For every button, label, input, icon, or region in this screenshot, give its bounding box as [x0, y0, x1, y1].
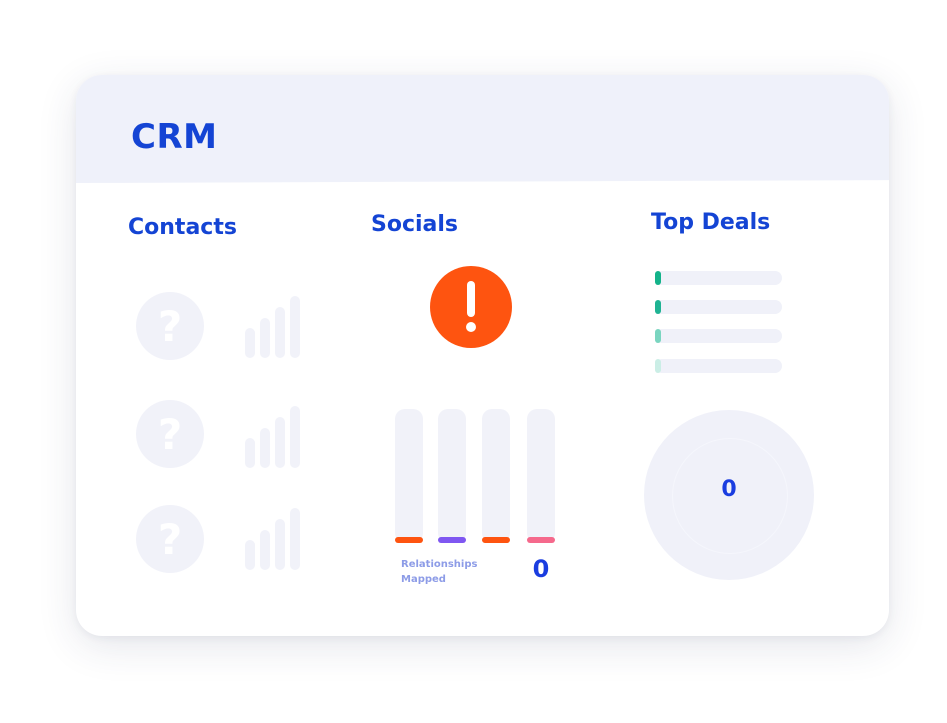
deals-donut-chart: 0 — [644, 410, 814, 580]
app-title: CRM — [131, 117, 218, 157]
deal-progress-fill — [655, 271, 661, 285]
deal-row[interactable] — [655, 329, 782, 343]
contact-avatar-placeholder[interactable]: ? — [136, 400, 204, 468]
deal-row[interactable] — [655, 300, 782, 314]
social-bar — [482, 409, 510, 543]
deal-progress-fill — [655, 359, 661, 373]
contacts-title: Contacts — [128, 215, 237, 240]
deal-row[interactable] — [655, 271, 782, 285]
deals-donut-inner — [672, 438, 788, 554]
signal-strength-icon — [245, 406, 301, 468]
contact-avatar-placeholder[interactable]: ? — [136, 505, 204, 573]
deal-progress-fill — [655, 300, 661, 314]
social-bar-accent — [527, 537, 555, 543]
relationships-mapped-count: 0 — [532, 555, 550, 583]
social-bar-accent — [395, 537, 423, 543]
social-bar — [395, 409, 423, 543]
relationships-label-line2: Mapped — [401, 574, 446, 585]
signal-strength-icon — [245, 508, 301, 570]
social-bar — [438, 409, 466, 543]
relationships-mapped-label: Relationships Mapped — [401, 557, 491, 587]
signal-strength-icon — [245, 296, 301, 358]
contact-avatar-placeholder[interactable]: ? — [136, 292, 204, 360]
deal-row[interactable] — [655, 359, 782, 373]
relationships-label-line1: Relationships — [401, 559, 478, 570]
deal-progress-fill — [655, 329, 661, 343]
exclamation-alert-icon[interactable] — [430, 266, 512, 348]
social-bar-accent — [438, 537, 466, 543]
social-bar-accent — [482, 537, 510, 543]
deals-total-count: 0 — [721, 477, 737, 502]
social-bar — [527, 409, 555, 543]
top-deals-title: Top Deals — [651, 210, 771, 235]
socials-title: Socials — [371, 212, 459, 237]
crm-card: CRM Contacts ? ? ? Socials Relationships… — [76, 75, 889, 636]
